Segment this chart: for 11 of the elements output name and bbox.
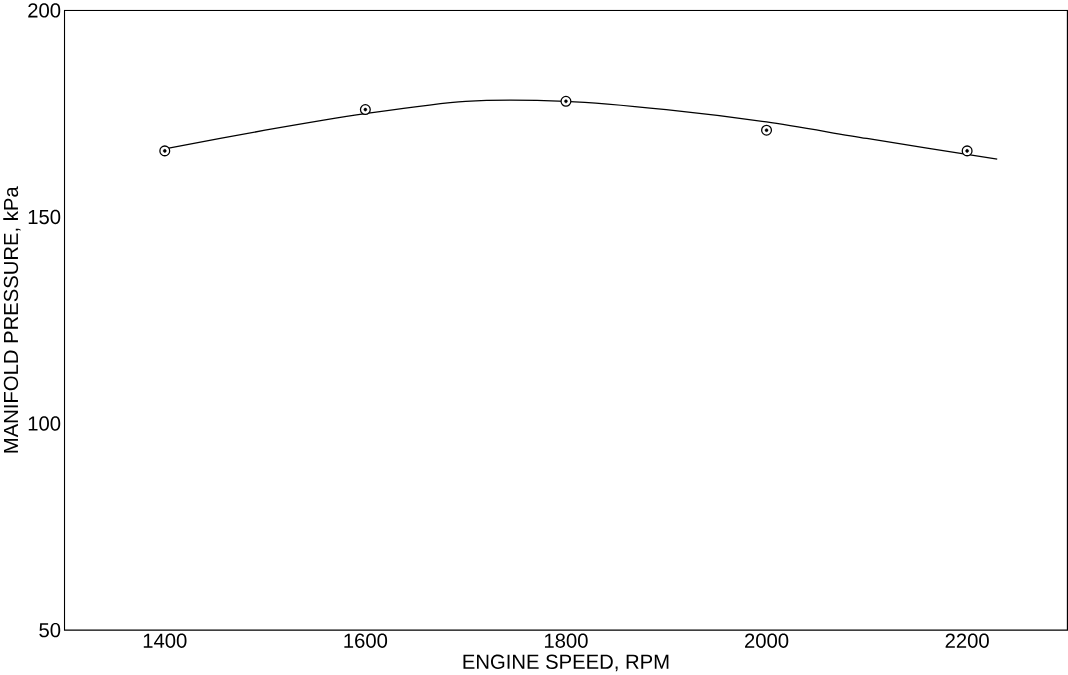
- x-axis-title: ENGINE SPEED, RPM: [463, 654, 669, 672]
- x-tick-label: 1400: [143, 633, 187, 649]
- y-tick-label: 150: [28, 210, 61, 225]
- x-tick-label: 1800: [544, 633, 588, 649]
- x-tick-label: 2200: [945, 633, 989, 649]
- x-tick-label: 2000: [745, 633, 789, 649]
- y-axis-title: MANIFOLD PRESSURE, kPa: [3, 186, 21, 453]
- y-tick-label: 50: [39, 623, 61, 638]
- y-tick-label: 200: [28, 3, 61, 18]
- x-tick-label: 1600: [344, 633, 388, 649]
- y-tick-label: 100: [28, 416, 61, 431]
